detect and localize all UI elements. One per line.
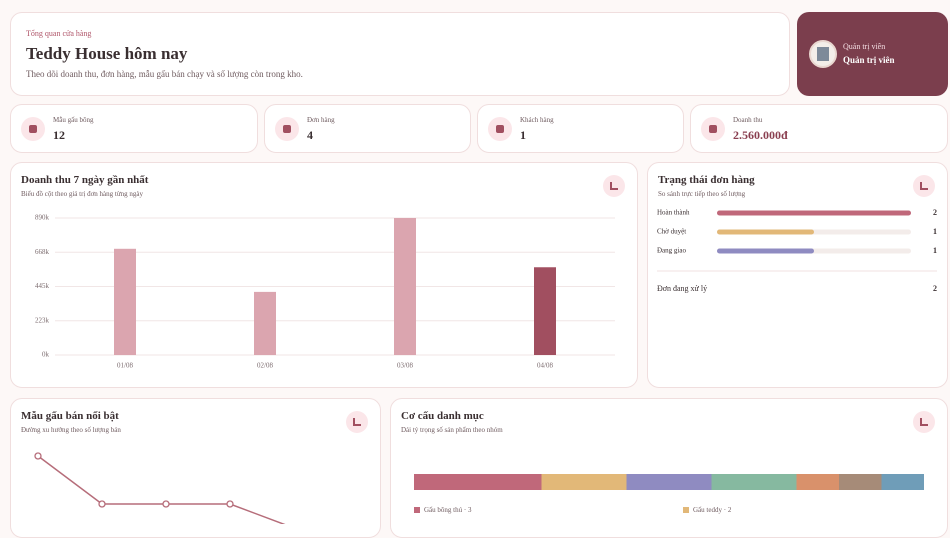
eyebrow: Tổng quan cửa hàng bbox=[26, 29, 92, 38]
stat-icon bbox=[275, 117, 299, 141]
admin-name: Quản trị viên bbox=[843, 55, 895, 65]
admin-card[interactable]: Quản trị viên Quản trị viên bbox=[797, 12, 948, 96]
chart-subtitle: Biểu đồ cột theo giá trị đơn hàng từng n… bbox=[21, 190, 144, 198]
chart-icon[interactable] bbox=[913, 175, 935, 197]
stat-label: Mẫu gấu bông bbox=[53, 116, 94, 124]
chart-card: Doanh thu 7 ngày gần nhất Biểu đồ cột th… bbox=[10, 162, 638, 388]
stat-card: Khách hàng 1 bbox=[477, 104, 684, 153]
chart-card: Cơ cấu danh mục Dải tỷ trọng số sản phẩm… bbox=[390, 398, 948, 538]
stat-label: Khách hàng bbox=[520, 116, 554, 124]
stat-card: Đơn hàng 4 bbox=[264, 104, 471, 153]
chart-subtitle: Đường xu hướng theo số lượng bán bbox=[21, 426, 121, 434]
stat-value: 1 bbox=[520, 128, 526, 142]
stat-icon bbox=[21, 117, 45, 141]
stat-card: Doanh thu 2.560.000đ bbox=[690, 104, 948, 153]
header-card: Tổng quan cửa hàng Teddy House hôm nay T… bbox=[10, 12, 790, 96]
stat-icon bbox=[488, 117, 512, 141]
chart-card: Trạng thái đơn hàng So sánh trực tiếp th… bbox=[647, 162, 948, 388]
stat-card: Mẫu gấu bông 12 bbox=[10, 104, 258, 153]
stat-value: 4 bbox=[307, 128, 313, 142]
chart-subtitle: So sánh trực tiếp theo số lượng bbox=[658, 190, 746, 198]
chart-icon[interactable] bbox=[913, 411, 935, 433]
chart-title: Cơ cấu danh mục bbox=[401, 410, 484, 422]
stat-icon bbox=[701, 117, 725, 141]
dashboard: Tổng quan cửa hàng Teddy House hôm nay T… bbox=[10, 12, 948, 538]
chart-subtitle: Dải tỷ trọng số sản phẩm theo nhóm bbox=[401, 426, 503, 434]
avatar bbox=[809, 40, 837, 68]
chart-title: Mẫu gấu bán nổi bật bbox=[21, 410, 119, 422]
chart-icon[interactable] bbox=[603, 175, 625, 197]
page-subtitle: Theo dõi doanh thu, đơn hàng, mẫu gấu bá… bbox=[26, 69, 303, 79]
chart-card: Mẫu gấu bán nổi bật Đường xu hướng theo … bbox=[10, 398, 381, 538]
stat-value: 12 bbox=[53, 128, 65, 142]
page: Teddy House { "header": {"eyebrow": "Tổn… bbox=[10, 12, 948, 538]
admin-role: Quản trị viên bbox=[843, 42, 886, 51]
stat-label: Doanh thu bbox=[733, 116, 763, 124]
chart-title: Doanh thu 7 ngày gần nhất bbox=[21, 174, 149, 186]
stat-label: Đơn hàng bbox=[307, 116, 335, 124]
chart-icon[interactable] bbox=[346, 411, 368, 433]
stat-value: 2.560.000đ bbox=[733, 128, 788, 142]
chart-title: Trạng thái đơn hàng bbox=[658, 174, 755, 186]
page-title: Teddy House hôm nay bbox=[26, 44, 188, 63]
